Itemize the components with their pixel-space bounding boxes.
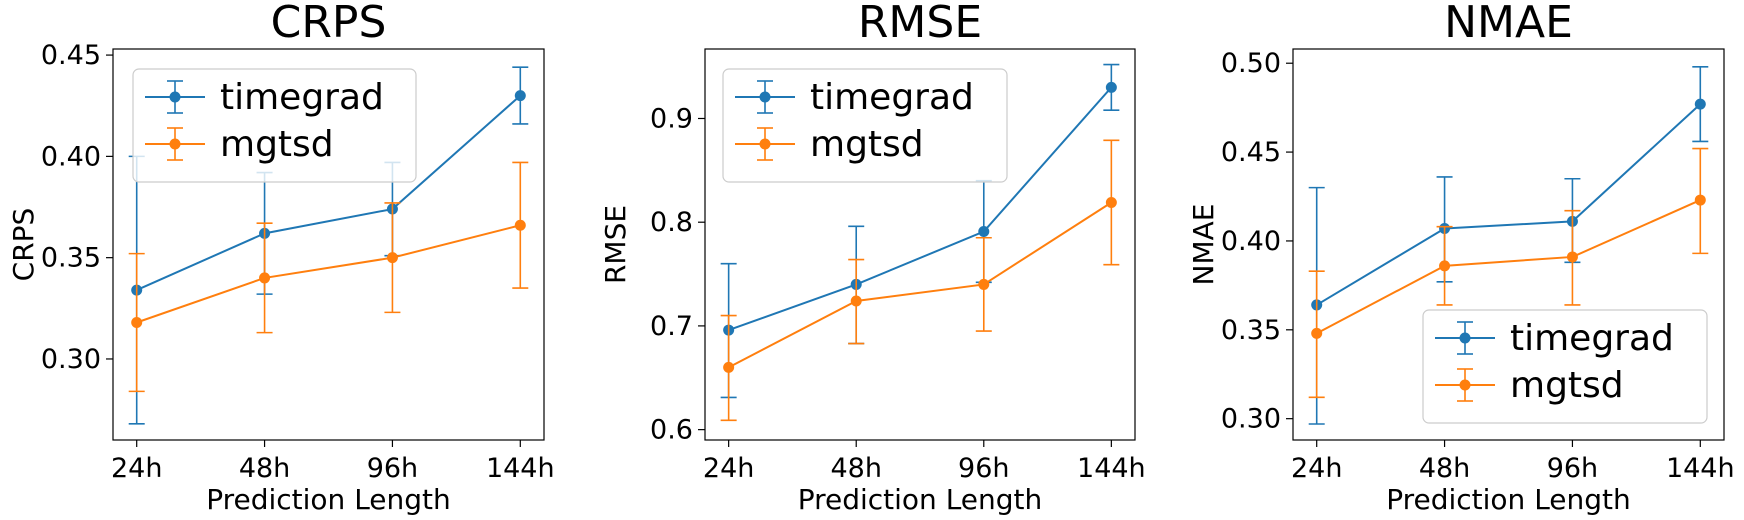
legend-marker: [169, 91, 181, 103]
y-tick-label: 0.30: [41, 344, 101, 375]
data-point: [978, 278, 990, 290]
data-point: [850, 295, 862, 307]
legend-item-timegrad: timegrad: [735, 77, 974, 118]
legend: timegrad mgtsd: [1422, 309, 1708, 424]
legend-marker: [1459, 332, 1471, 344]
y-tick-label: 0.40: [41, 141, 101, 172]
series-line-mgtsd: [728, 201, 1112, 369]
x-tick-label: 144h: [486, 453, 555, 484]
x-tick-label: 144h: [1666, 453, 1735, 484]
x-tick-label: 24h: [1291, 453, 1342, 484]
data-point: [1105, 81, 1117, 93]
x-tick-label: 24h: [111, 453, 162, 484]
x-tick-label: 96h: [1547, 453, 1598, 484]
series-line-timegrad: [1316, 103, 1701, 306]
series-line-timegrad: [136, 94, 521, 291]
y-tick-label: 0.40: [1221, 226, 1281, 257]
series-line-timegrad: [728, 86, 1113, 332]
series-timegrad: [720, 63, 1120, 399]
legend-label: mgtsd: [1510, 365, 1624, 406]
x-axis-label: Prediction Length: [206, 483, 451, 516]
series-line-mgtsd: [1316, 199, 1701, 335]
x-axis-label: Prediction Length: [798, 483, 1043, 516]
legend-marker: [759, 91, 771, 103]
legend-item-mgtsd: mgtsd: [735, 124, 924, 165]
series-mgtsd: [128, 161, 529, 393]
chart-panel-rmse: RMSE 0.6 0.7 0.8 0.9 24h 48h 96h 144h Prediction …: [599, 0, 1146, 516]
y-axis-label: NMAE: [1187, 204, 1220, 286]
x-tick-label: 24h: [703, 453, 754, 484]
series-line-mgtsd: [136, 224, 521, 324]
y-tick-label: 0.9: [650, 103, 693, 134]
data-point: [131, 316, 143, 328]
y-tick-label: 0.35: [1221, 315, 1281, 346]
data-point: [723, 361, 735, 373]
legend-marker: [169, 138, 181, 150]
data-point: [1566, 251, 1578, 263]
y-tick-label: 0.7: [650, 311, 693, 342]
y-axis-label: RMSE: [599, 205, 632, 284]
data-point: [1311, 327, 1323, 339]
y-tick-label: 0.45: [41, 40, 101, 71]
legend-item-timegrad: timegrad: [1435, 318, 1674, 359]
legend-label: mgtsd: [220, 124, 334, 165]
y-tick-label: 0.8: [650, 207, 693, 238]
y-tick-label: 0.35: [41, 243, 101, 274]
y-axis-label: CRPS: [7, 208, 40, 282]
y-tick-label: 0.30: [1221, 404, 1281, 435]
data-point: [1694, 194, 1706, 206]
x-tick-label: 48h: [1419, 453, 1470, 484]
data-point: [1694, 98, 1706, 110]
data-point: [514, 219, 526, 231]
x-tick-label: 48h: [239, 453, 290, 484]
x-tick-label: 96h: [367, 453, 418, 484]
series-mgtsd: [720, 139, 1120, 422]
legend: timegrad mgtsd: [722, 68, 1008, 183]
legend-item-mgtsd: mgtsd: [145, 124, 334, 165]
chart-title: RMSE: [858, 0, 982, 48]
legend-marker: [759, 138, 771, 150]
legend: timegrad mgtsd: [132, 68, 417, 183]
y-tick-label: 0.50: [1221, 48, 1281, 79]
chart-panel-nmae: NMAE 0.30 0.35 0.40 0.45 0.50 24h 48h 96h 144h Pre…: [1187, 0, 1735, 516]
legend-label: timegrad: [1510, 318, 1674, 359]
axes-frame: [112, 48, 545, 441]
legend-label: mgtsd: [810, 124, 924, 165]
y-tick-label: 0.45: [1221, 137, 1281, 168]
x-tick-label: 96h: [958, 453, 1009, 484]
data-point: [514, 90, 526, 102]
chart-title: NMAE: [1444, 0, 1573, 48]
y-tick-label: 0.6: [650, 415, 693, 446]
chart-title: CRPS: [271, 0, 387, 48]
data-point: [386, 252, 398, 264]
data-point: [1439, 260, 1451, 272]
data-point: [259, 272, 271, 284]
legend-marker: [1459, 379, 1471, 391]
legend-label: timegrad: [810, 77, 974, 118]
chart-panel-crps: CRPS 0.30 0.35 0.40 0.45 24h 48h 96h 144h Predict…: [7, 0, 555, 516]
data-point: [978, 226, 990, 238]
x-tick-label: 144h: [1077, 453, 1146, 484]
data-point: [1105, 196, 1117, 208]
x-axis-label: Prediction Length: [1386, 483, 1631, 516]
series-mgtsd: [1308, 147, 1709, 399]
x-tick-label: 48h: [830, 453, 881, 484]
legend-item-timegrad: timegrad: [145, 77, 384, 118]
axes-frame: [704, 48, 1136, 441]
legend-item-mgtsd: mgtsd: [1435, 365, 1624, 406]
legend-label: timegrad: [220, 77, 384, 118]
axes-frame: [1292, 48, 1725, 441]
